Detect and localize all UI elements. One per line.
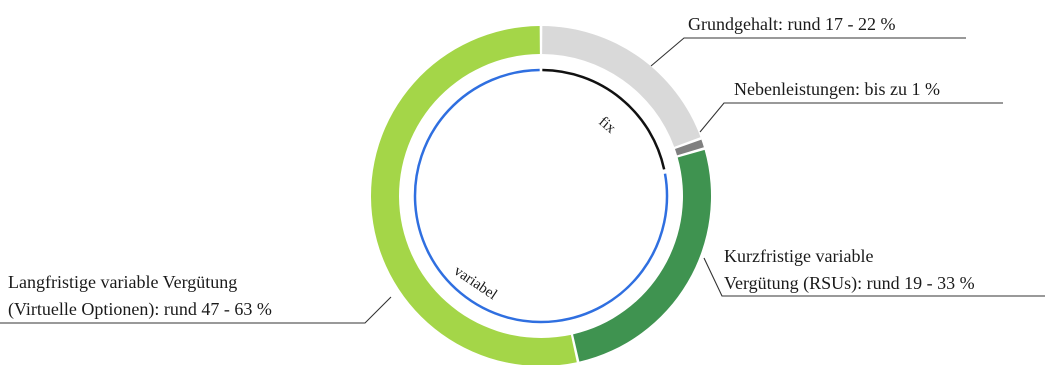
label-langfristig-line-2: (Virtuelle Optionen): rund 47 - 63 % (8, 299, 272, 320)
slice-kurzfristig (573, 149, 711, 362)
label-langfristig-line-1: Langfristige variable Vergütung (8, 272, 237, 292)
inner-arc-fix (542, 68, 666, 170)
inner-arc-label-fix: fix (595, 114, 618, 137)
leader-line-kurzfristig (703, 257, 1045, 297)
slice-nebenleistungen (674, 139, 704, 156)
inner-arc-label-variabel: variabel (451, 263, 500, 303)
inner-arc-variabel (413, 68, 669, 324)
label-kurzfristig-line-2: Vergütung (RSUs): rund 19 - 33 % (724, 273, 975, 294)
slice-grundgehalt (542, 26, 701, 147)
leader-line-nebenleistungen (699, 102, 1003, 133)
leader-line-langfristig (0, 296, 392, 324)
slice-langfristig (371, 26, 577, 365)
label-kurzfristig-line-1: Kurzfristige variable (724, 246, 873, 266)
label-nebenleistungen: Nebenleistungen: bis zu 1 % (734, 79, 940, 99)
leader-line-grundgehalt (650, 37, 966, 67)
label-grundgehalt: Grundgehalt: rund 17 - 22 % (688, 14, 895, 34)
inner-arcs (413, 68, 669, 324)
donut-slices (371, 26, 711, 365)
